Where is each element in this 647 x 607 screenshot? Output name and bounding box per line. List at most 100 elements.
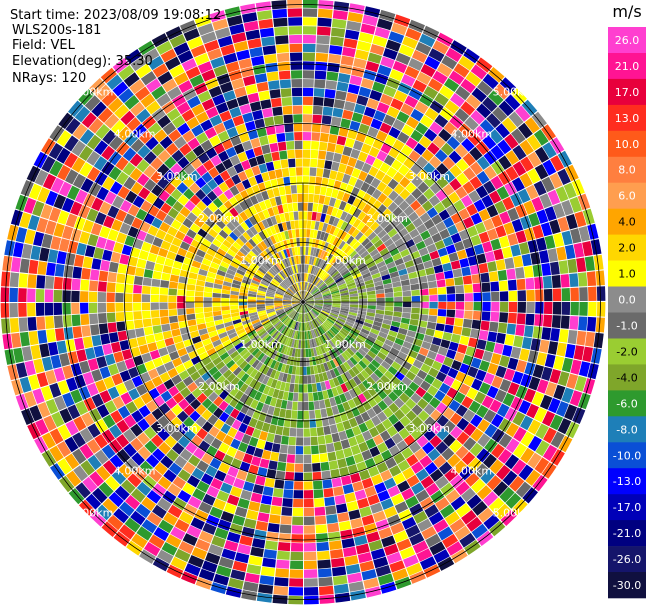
velocity-gate	[343, 233, 351, 243]
velocity-gate	[317, 269, 324, 278]
velocity-gate	[429, 435, 442, 448]
velocity-gate	[327, 330, 335, 338]
velocity-gate	[358, 307, 367, 312]
velocity-gate	[329, 235, 336, 245]
velocity-gate	[442, 407, 455, 420]
velocity-gate	[303, 211, 308, 220]
velocity-gate	[347, 284, 357, 290]
velocity-gate	[586, 271, 597, 286]
velocity-gate	[497, 322, 508, 334]
velocity-gate	[371, 382, 382, 393]
velocity-gate	[570, 302, 579, 316]
velocity-gate	[482, 96, 498, 112]
velocity-gate	[360, 78, 374, 90]
velocity-gate	[373, 239, 384, 249]
velocity-gate	[412, 359, 424, 369]
velocity-gate	[335, 238, 343, 248]
velocity-gate	[310, 247, 315, 256]
velocity-gate	[416, 194, 428, 206]
velocity-gate	[316, 168, 324, 177]
velocity-gate	[334, 322, 342, 330]
velocity-gate	[397, 243, 408, 253]
velocity-gate	[539, 193, 552, 209]
velocity-gate	[307, 273, 311, 282]
velocity-gate	[547, 248, 558, 262]
velocity-gate	[408, 381, 420, 392]
velocity-gate	[361, 143, 372, 154]
velocity-gate	[482, 292, 491, 302]
velocity-gate	[344, 213, 353, 223]
velocity-gate	[319, 250, 326, 259]
velocity-gate	[434, 149, 448, 163]
velocity-gate	[373, 276, 382, 283]
velocity-gate	[334, 144, 345, 155]
velocity-gate	[336, 219, 344, 229]
velocity-gate	[440, 254, 451, 265]
velocity-gate	[490, 145, 505, 160]
velocity-gate	[392, 119, 405, 131]
velocity-gate	[534, 457, 550, 474]
velocity-gate	[344, 223, 353, 233]
velocity-gate	[320, 312, 328, 318]
velocity-gate	[455, 445, 469, 460]
velocity-gate	[331, 309, 340, 314]
velocity-gate	[429, 169, 442, 182]
velocity-gate	[423, 428, 436, 441]
velocity-gate	[348, 205, 357, 216]
velocity-gate	[476, 405, 489, 418]
velocity-gate	[429, 302, 438, 309]
velocity-gate	[314, 185, 321, 195]
velocity-gate	[494, 389, 507, 403]
velocity-gate	[311, 309, 319, 316]
velocity-gate	[303, 96, 313, 106]
velocity-gate	[357, 288, 367, 293]
velocity-gate	[303, 290, 306, 300]
velocity-gate	[373, 110, 386, 122]
velocity-gate	[304, 293, 311, 300]
velocity-gate	[318, 222, 324, 231]
velocity-gate	[303, 255, 306, 264]
colorbar-tick-label: -21.0	[613, 527, 641, 540]
velocity-gate	[330, 269, 338, 277]
velocity-gate	[504, 257, 515, 269]
velocity-gate	[409, 319, 419, 326]
velocity-gate	[410, 200, 422, 211]
velocity-gate	[409, 277, 419, 285]
velocity-gate	[360, 224, 370, 234]
velocity-gate	[411, 188, 423, 200]
velocity-gate	[419, 282, 429, 290]
velocity-gate	[374, 256, 384, 265]
velocity-gate	[436, 428, 449, 441]
velocity-gate	[304, 292, 310, 300]
velocity-gate	[382, 343, 392, 352]
velocity-gate	[490, 238, 502, 251]
velocity-gate	[323, 300, 332, 302]
velocity-gate	[358, 170, 368, 182]
velocity-gate	[333, 99, 345, 109]
velocity-gate	[511, 88, 527, 105]
velocity-gate	[314, 296, 323, 300]
velocity-gate	[364, 228, 374, 238]
velocity-gate	[341, 269, 350, 277]
velocity-gate	[405, 222, 416, 233]
velocity-gate	[303, 34, 316, 44]
velocity-gate	[464, 302, 474, 311]
velocity-gate	[347, 226, 356, 236]
velocity-gate	[429, 397, 441, 409]
velocity-gate	[375, 285, 384, 291]
velocity-gate	[578, 272, 588, 287]
velocity-gate	[305, 304, 311, 311]
velocity-gate	[305, 303, 314, 307]
velocity-gate	[319, 285, 328, 291]
velocity-gate	[393, 397, 405, 409]
velocity-gate	[305, 299, 314, 302]
velocity-gate	[382, 197, 393, 208]
velocity-gate	[555, 186, 569, 202]
velocity-gate	[332, 259, 340, 267]
velocity-gate	[375, 289, 385, 294]
velocity-gate	[335, 276, 344, 283]
velocity-gate	[379, 122, 392, 134]
velocity-gate	[319, 313, 328, 319]
velocity-gate	[371, 189, 382, 200]
velocity-gate	[499, 302, 509, 312]
